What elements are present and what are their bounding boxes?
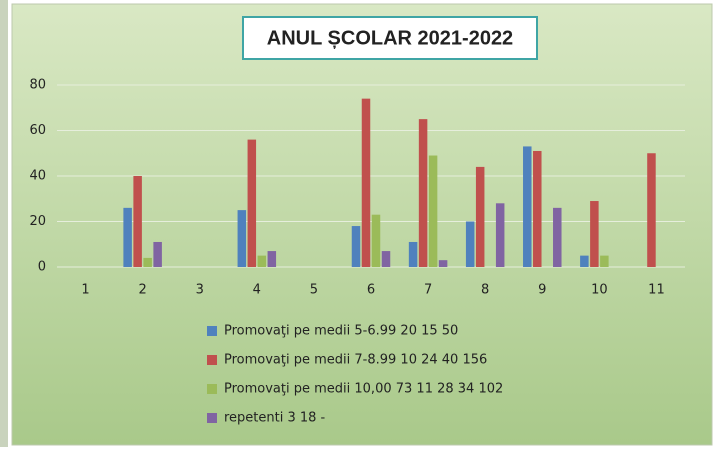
- bar: [438, 260, 448, 267]
- y-tick-label: 20: [29, 214, 46, 229]
- x-tick-label: 9: [538, 283, 546, 298]
- legend-swatch: [207, 384, 217, 394]
- bar: [600, 255, 609, 267]
- bar: [580, 255, 589, 267]
- legend-swatch: [207, 413, 217, 423]
- x-tick-label: 1: [81, 283, 89, 298]
- x-tick-label: 4: [253, 283, 261, 298]
- legend-label: repetenti 3 18 -: [224, 411, 326, 426]
- bar: [408, 241, 418, 267]
- bar: [381, 251, 391, 267]
- x-tick-label: 6: [367, 283, 375, 298]
- left-strip: [0, 0, 8, 447]
- x-tick-label: 8: [481, 283, 489, 298]
- bar: [495, 203, 505, 267]
- bar: [247, 139, 257, 267]
- y-tick-label: 40: [29, 169, 46, 184]
- bar: [143, 257, 152, 267]
- bar: [351, 226, 361, 267]
- x-tick-label: 2: [138, 283, 146, 298]
- bar: [590, 201, 599, 267]
- x-tick-label: 11: [648, 283, 665, 298]
- y-tick-label: 80: [29, 78, 46, 93]
- x-tick-label: 10: [591, 283, 608, 298]
- bar: [133, 176, 142, 267]
- y-tick-label: 60: [29, 123, 46, 138]
- bar: [153, 241, 162, 267]
- bar: [237, 210, 247, 267]
- chart-title: ANUL ȘCOLAR 2021-2022: [267, 27, 513, 49]
- bar: [418, 119, 428, 267]
- bar: [533, 150, 542, 267]
- bar: [361, 98, 371, 268]
- bar: [465, 221, 475, 267]
- legend-swatch: [207, 326, 217, 336]
- legend-label: Promovaţi pe medii 7-8.99 10 24 40 156: [224, 353, 487, 368]
- bar: [257, 255, 267, 267]
- bar: [553, 207, 562, 267]
- y-tick-label: 0: [38, 260, 46, 275]
- bar: [647, 153, 656, 267]
- bar: [523, 146, 532, 267]
- bar: [428, 155, 438, 267]
- x-tick-label: 5: [310, 283, 318, 298]
- legend-swatch: [207, 355, 217, 365]
- bar: [371, 214, 381, 267]
- title-box: [242, 16, 538, 60]
- bar: [123, 207, 132, 267]
- legend-label: Promovaţi pe medii 5-6.99 20 15 50: [224, 324, 458, 339]
- x-tick-label: 3: [196, 283, 204, 298]
- bar: [267, 251, 277, 267]
- x-tick-label: 7: [424, 283, 432, 298]
- legend-label: Promovaţi pe medii 10,00 73 11 28 34 102: [224, 382, 503, 397]
- bar: [475, 166, 485, 267]
